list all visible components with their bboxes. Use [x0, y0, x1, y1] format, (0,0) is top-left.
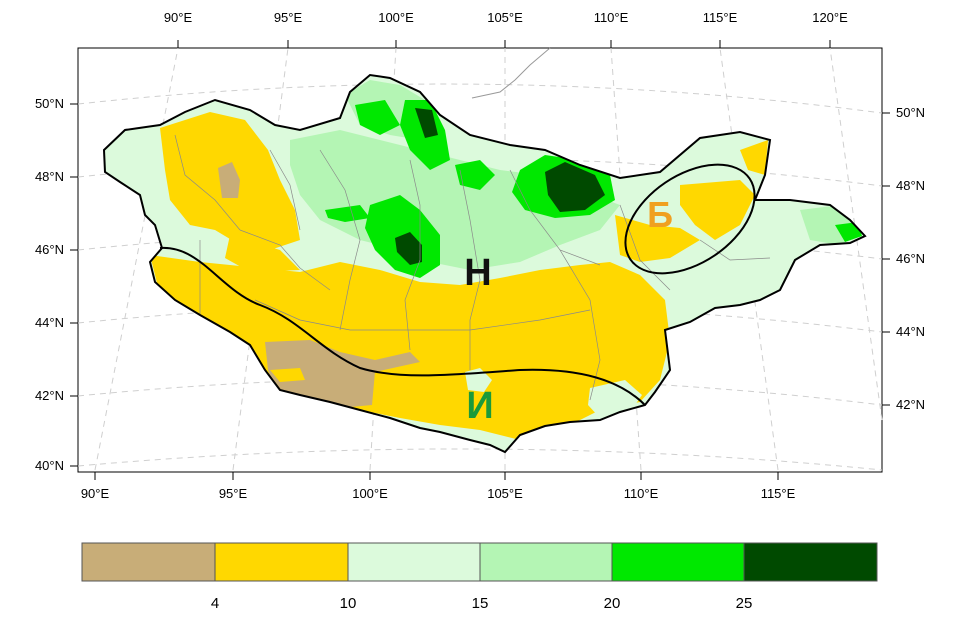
left-lat-label: 48°N — [35, 169, 64, 184]
legend-tick-label: 15 — [472, 595, 489, 612]
legend-swatch — [611, 542, 745, 582]
left-lat-label: 40°N — [35, 458, 64, 473]
top-lon-label: 115°E — [703, 10, 738, 25]
legend-swatch — [214, 542, 349, 582]
legend-tick-label: 4 — [211, 595, 219, 612]
top-lon-label: 90°E — [164, 10, 193, 25]
neighbor-border — [471, 47, 551, 99]
right-lat-label: 48°N — [896, 178, 925, 193]
region-label-north: Н — [464, 252, 491, 294]
bottom-lon-label: 90°E — [81, 486, 110, 501]
province-borders — [174, 134, 771, 401]
legend-tick-label: 25 — [736, 595, 753, 612]
left-lat-label: 46°N — [35, 242, 64, 257]
east-zone-ellipse — [624, 163, 756, 275]
top-lon-label: 120°E — [812, 10, 848, 25]
bottom-lon-label: 115°E — [761, 486, 796, 501]
left-lat-label: 44°N — [35, 315, 64, 330]
bottom-lon-label: 105°E — [487, 486, 523, 501]
legend-swatch — [347, 542, 481, 582]
right-lat-labels: 50°N 48°N 46°N 44°N 42°N — [896, 105, 925, 412]
color-legend: 4 10 15 20 25 — [81, 542, 878, 612]
right-lat-label: 50°N — [896, 105, 925, 120]
axis-ticks — [70, 40, 890, 480]
right-lat-label: 44°N — [896, 324, 925, 339]
right-lat-label: 46°N — [896, 251, 925, 266]
bottom-lon-labels: 90°E 95°E 100°E 105°E 110°E 115°E — [81, 486, 796, 501]
legend-swatch — [743, 542, 878, 582]
region-label-east: Б — [647, 194, 673, 235]
bottom-lon-label: 110°E — [624, 486, 659, 501]
top-lon-labels: 90°E 95°E 100°E 105°E 110°E 115°E 120°E — [164, 10, 848, 25]
south-zone-boundary — [159, 246, 646, 406]
bottom-lon-label: 100°E — [352, 486, 388, 501]
left-lat-labels: 50°N 48°N 46°N 44°N 42°N 40°N — [35, 96, 64, 473]
top-lon-label: 110°E — [594, 10, 629, 25]
legend-tick-label: 10 — [340, 595, 357, 612]
legend-tick-label: 20 — [604, 595, 621, 612]
left-lat-label: 50°N — [35, 96, 64, 111]
legend-swatch — [81, 542, 216, 582]
left-lat-label: 42°N — [35, 388, 64, 403]
top-lon-label: 100°E — [378, 10, 414, 25]
right-lat-label: 42°N — [896, 397, 925, 412]
bottom-lon-label: 95°E — [219, 486, 248, 501]
legend-swatch — [479, 542, 613, 582]
top-lon-label: 105°E — [487, 10, 523, 25]
region-label-south: И — [466, 385, 493, 427]
top-lon-label: 95°E — [274, 10, 303, 25]
